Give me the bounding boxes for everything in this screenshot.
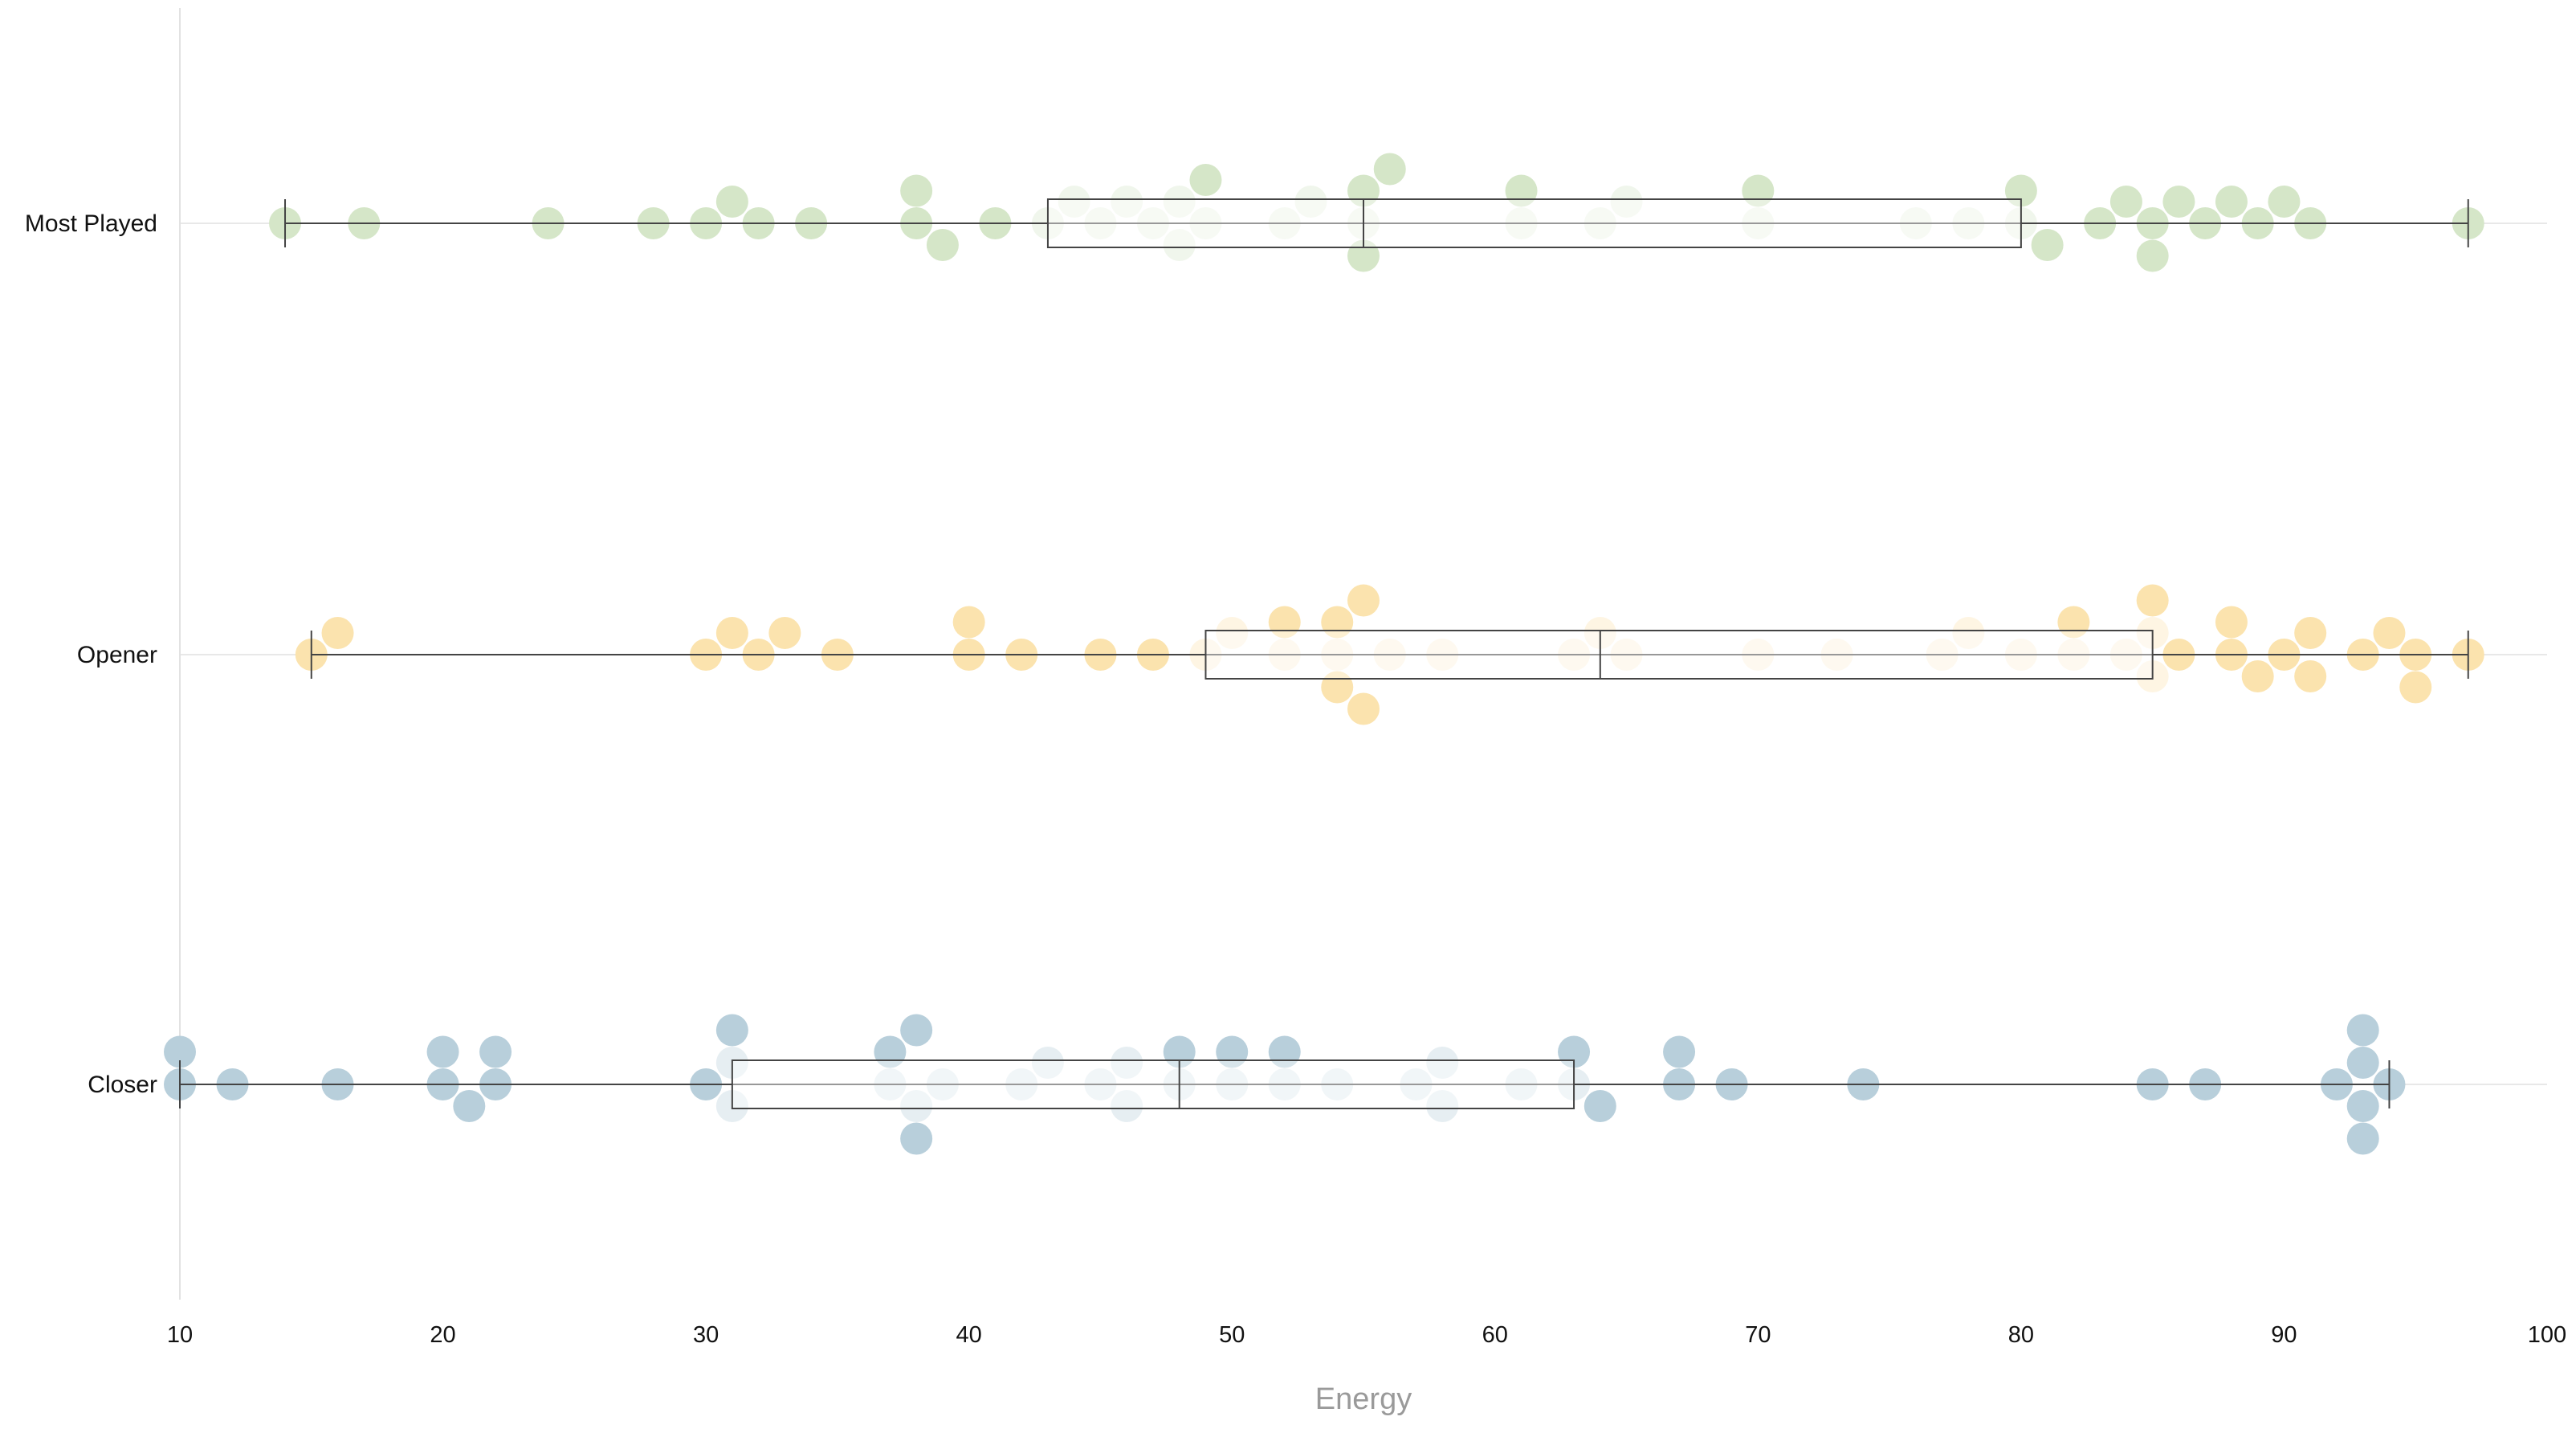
data-point-closer [1111, 1047, 1143, 1079]
data-point-opener [1952, 617, 1985, 649]
data-point-most-played [2162, 186, 2195, 218]
box-layer [179, 198, 2469, 1109]
data-point-opener [2136, 584, 2169, 617]
category-label-opener: Opener [77, 642, 157, 668]
data-point-closer [715, 1014, 748, 1047]
data-point-most-played [1294, 186, 1327, 218]
data-point-closer [900, 1122, 933, 1155]
data-point-opener [2294, 660, 2327, 692]
data-point-closer [2346, 1090, 2379, 1122]
data-point-closer [2346, 1047, 2379, 1079]
x-tick-label: 40 [956, 1322, 982, 1348]
data-point-closer [1031, 1047, 1064, 1079]
data-point-closer [900, 1014, 933, 1047]
data-point-closer [1111, 1090, 1143, 1122]
data-point-closer [2346, 1014, 2379, 1047]
data-point-most-played [1610, 186, 1643, 218]
data-point-opener [321, 617, 354, 649]
data-point-most-played [1058, 186, 1090, 218]
data-point-most-played [2268, 186, 2301, 218]
data-point-closer [1426, 1090, 1459, 1122]
data-point-most-played [1373, 153, 1406, 186]
data-point-closer [164, 1035, 196, 1068]
x-tick-label: 60 [1482, 1322, 1508, 1348]
data-point-closer [1584, 1090, 1616, 1122]
box-iqr-most-played [1046, 198, 2022, 248]
data-point-closer [2346, 1122, 2379, 1155]
data-point-opener [1216, 617, 1249, 649]
data-point-opener [1347, 692, 1380, 725]
x-axis-title: Energy [1315, 1382, 1412, 1416]
data-point-closer [453, 1090, 486, 1122]
data-point-opener [2241, 660, 2274, 692]
category-label-closer: Closer [88, 1072, 157, 1098]
data-point-closer [479, 1035, 512, 1068]
data-point-most-played [1163, 186, 1196, 218]
data-point-opener [1347, 584, 1380, 617]
data-point-closer [1663, 1035, 1696, 1068]
data-point-closer [1426, 1047, 1459, 1079]
data-point-most-played [1111, 186, 1143, 218]
data-point-closer [426, 1035, 459, 1068]
data-point-most-played [715, 186, 748, 218]
x-tick-label: 20 [430, 1322, 455, 1348]
x-tick-label: 100 [2528, 1322, 2566, 1348]
data-point-most-played [2031, 229, 2064, 261]
x-tick-label: 70 [1745, 1322, 1771, 1348]
data-point-most-played [2109, 186, 2142, 218]
category-label-most-played: Most Played [25, 210, 157, 237]
x-tick-label: 90 [2271, 1322, 2297, 1348]
data-point-opener [2399, 671, 2432, 704]
data-point-opener [715, 617, 748, 649]
data-point-most-played [1163, 229, 1196, 261]
labels-layer: 10 20 30 40 50 60 70 80 90 100 Most Played Opener Cl… [25, 210, 2566, 1348]
x-tick-label: 10 [167, 1322, 193, 1348]
data-point-opener [2373, 617, 2406, 649]
x-tick-label: 30 [693, 1322, 719, 1348]
data-point-most-played [2215, 186, 2248, 218]
data-point-most-played [2136, 239, 2169, 272]
x-tick-label: 80 [2008, 1322, 2034, 1348]
data-point-opener [952, 606, 985, 639]
data-point-opener [2294, 617, 2327, 649]
data-point-opener [2215, 606, 2248, 639]
data-point-closer [900, 1090, 933, 1122]
box-iqr-opener [1204, 630, 2154, 680]
data-point-most-played [926, 229, 959, 261]
data-point-most-played [1189, 164, 1222, 196]
data-point-most-played [900, 174, 933, 207]
data-point-opener [768, 617, 801, 649]
box-iqr-closer [731, 1059, 1575, 1109]
x-tick-label: 50 [1219, 1322, 1245, 1348]
